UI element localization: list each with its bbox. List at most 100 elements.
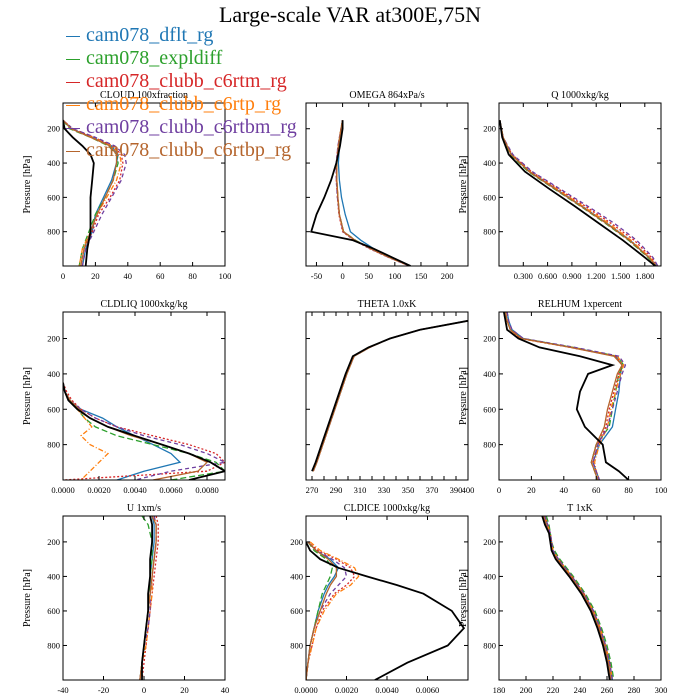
legend-swatch [66, 81, 80, 83]
y-tick-label: 800 [290, 640, 303, 650]
x-tick-label: 150 [415, 271, 428, 281]
y-tick-label: 600 [47, 606, 60, 616]
series-line-3 [504, 312, 625, 480]
x-tick-label: 0.0060 [416, 685, 439, 695]
panel-title: THETA 1.0xK [358, 299, 417, 310]
x-tick-label: 0.0060 [159, 485, 182, 495]
series-line-1 [545, 516, 615, 680]
series-line-3 [544, 516, 614, 680]
x-tick-label: 300 [655, 685, 668, 695]
series-line-2 [141, 516, 159, 680]
series-line-0 [312, 320, 468, 472]
series-line-1 [63, 382, 225, 480]
panel-title: OMEGA 864xPa/s [349, 90, 424, 101]
x-tick-label: 0.0020 [87, 485, 110, 495]
x-tick-label: 290 [330, 485, 343, 495]
panel-5: RELHUM 1xpercent 0 20 40 60 80 100 200 400 600 800… [458, 299, 667, 495]
x-tick-label: -40 [57, 685, 68, 695]
y-tick-label: 200 [47, 334, 60, 344]
plot-frame [498, 515, 662, 681]
y-tick-label: 400 [483, 158, 496, 168]
x-tick-label: 40 [560, 485, 569, 495]
series-line-2 [312, 320, 468, 472]
panel-3: CLDLIQ 1000xkg/kg 0.0000 0.0020 0.0040 0.006… [22, 299, 226, 495]
x-tick-label: 40 [221, 685, 230, 695]
y-axis-label: Pressure [hPa] [22, 155, 33, 213]
x-tick-label: 0.0020 [335, 685, 358, 695]
y-tick-label: 800 [483, 440, 496, 450]
x-tick-label: 100 [388, 271, 401, 281]
series-line-4 [506, 312, 627, 480]
x-tick-label: 0 [340, 271, 344, 281]
panel-title: RELHUM 1xpercent [538, 299, 622, 310]
panel-title: Q 1000xkg/kg [551, 90, 609, 101]
series-line-5 [499, 120, 657, 266]
x-tick-label: 40 [124, 271, 133, 281]
legend-item: cam078_clubb_c6rtbp_rg [66, 139, 297, 162]
series-line-2 [544, 516, 614, 680]
x-tick-label: 100 [219, 271, 232, 281]
y-tick-label: 600 [290, 606, 303, 616]
x-tick-label: 200 [441, 271, 454, 281]
y-axis-label: Pressure [hPa] [458, 367, 469, 425]
series-line-1 [504, 312, 625, 480]
x-tick-label: 20 [91, 271, 100, 281]
panel-7: CLDICE 1000xkg/kg 0.0000 0.0020 0.0040 0.006… [290, 503, 469, 695]
x-tick-label: -50 [311, 271, 322, 281]
x-tick-label: 1.200 [587, 271, 606, 281]
series-line-0 [306, 541, 340, 680]
x-tick-label: 220 [547, 685, 560, 695]
series-line-2 [335, 120, 410, 266]
series-line-4 [312, 320, 468, 472]
y-tick-label: 800 [47, 440, 60, 450]
y-tick-label: 800 [483, 640, 496, 650]
series-line-6 [541, 516, 611, 680]
y-tick-label: 800 [47, 227, 60, 237]
y-tick-label: 200 [290, 537, 303, 547]
series-line-0 [337, 120, 411, 266]
x-tick-label: 0.0000 [51, 485, 74, 495]
series-line-3 [336, 120, 410, 266]
y-axis-label: Pressure [hPa] [458, 155, 469, 213]
legend-item: cam078_expldiff [66, 47, 297, 70]
legend-swatch [66, 58, 80, 60]
y-tick-label: 600 [47, 404, 60, 414]
y-tick-label: 600 [483, 404, 496, 414]
panel-title: CLOUD 100xfraction [100, 90, 188, 101]
legend-swatch [66, 127, 80, 129]
legend-item: cam078_dflt_rg [66, 24, 297, 47]
panel-8: T 1xK 180 200 220 240 260 280 300 200 400 600 800 Pr… [458, 503, 667, 695]
panel-1: OMEGA 864xPa/s -50 0 50 100 150 200 [305, 90, 469, 281]
x-tick-label: 310 [354, 485, 367, 495]
legend-item: cam078_clubb_c6rtbm_rg [66, 116, 297, 139]
series-line-6 [499, 120, 656, 266]
legend-swatch [66, 35, 80, 37]
y-tick-label: 800 [483, 227, 496, 237]
series-line-2 [504, 312, 623, 480]
legend-item: cam078_clubb_c6rtp_rg [66, 93, 297, 116]
y-tick-label: 400 [483, 369, 496, 379]
series-line-5 [63, 382, 209, 480]
x-tick-label: 80 [188, 271, 197, 281]
y-tick-label: 400 [290, 571, 303, 581]
plot-frame [62, 311, 226, 481]
x-tick-label: 330 [378, 485, 391, 495]
series-line-1 [139, 516, 153, 680]
x-tick-label: 20 [527, 485, 536, 495]
panel-title: U 1xm/s [127, 503, 161, 514]
x-tick-label: 270 [306, 485, 319, 495]
series-line-6 [306, 541, 466, 680]
figure-title: Large-scale VAR at300E,75N [218, 2, 482, 27]
panel-title: T 1xK [567, 503, 593, 514]
y-tick-label: 200 [483, 124, 496, 134]
series-line-4 [335, 120, 410, 266]
x-tick-label: 60 [156, 271, 165, 281]
y-tick-label: 400 [47, 369, 60, 379]
panel-2: Q 1000xkg/kg 0.300 0.600 0.900 1.200 1.500 1.8… [458, 90, 662, 281]
series-line-6 [311, 319, 468, 472]
series-line-1 [499, 120, 657, 266]
x-tick-label: 0.0000 [294, 685, 317, 695]
series-line-4 [499, 120, 659, 266]
x-tick-label: 0.900 [562, 271, 581, 281]
